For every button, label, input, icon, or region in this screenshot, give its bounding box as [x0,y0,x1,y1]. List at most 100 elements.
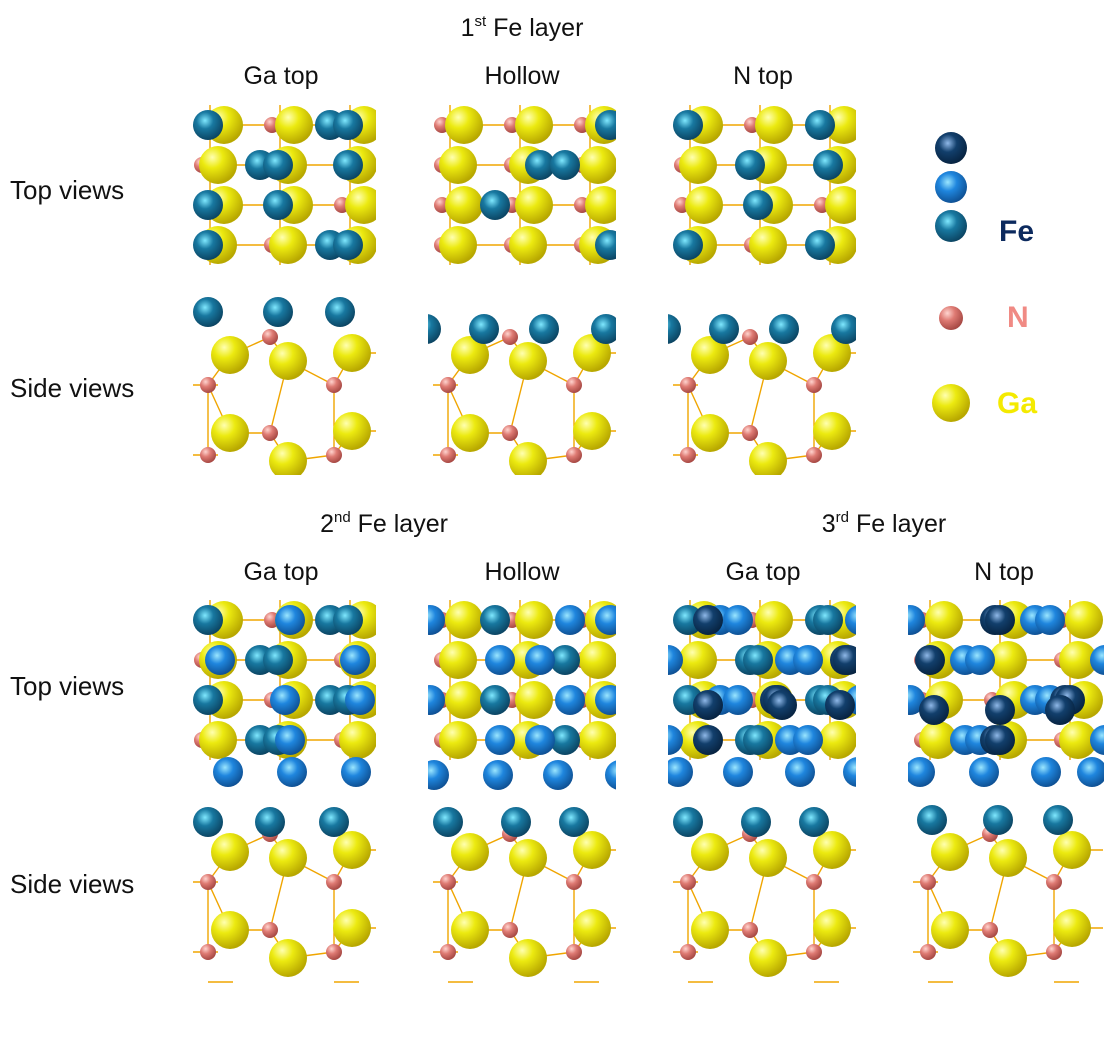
legend-ga-atom [932,384,970,422]
n-atom [806,944,822,960]
fe-atom [263,645,293,675]
fe-atom [595,685,616,715]
n-atom [566,447,582,463]
n-atom [982,922,998,938]
fe-atom [193,685,223,715]
fe-atom [263,297,293,327]
n-atom [262,922,278,938]
fe-atom [433,807,463,837]
fe-atom [875,190,905,220]
fe-atom [743,190,773,220]
fe-atom [845,605,856,635]
fe-atom [813,605,843,635]
column-label-ga-top-2nd: Ga top [243,558,319,586]
ga-atom [1053,909,1091,947]
fe-atom [485,645,515,675]
ga-atom [819,721,856,759]
section-title-3rd-fe-layer: 3rd Fe layer [821,509,947,538]
fe-atom [723,757,753,787]
n-atom [200,874,216,890]
fe-atom [428,605,445,635]
fe-atom [345,685,375,715]
n-atom [1046,874,1062,890]
ga-atom [515,681,553,719]
fe-atom [559,807,589,837]
n-atom [502,329,518,345]
n-atom [326,377,342,393]
fe-atom [917,805,947,835]
fe-atom [333,230,363,260]
fe-atom [193,605,223,635]
n-atom [262,329,278,345]
ga-atom [451,833,489,871]
column-label-ga-top-3rd: Ga top [725,558,801,586]
ga-atom [269,442,307,475]
fe-atom [723,685,753,715]
fe-atom [908,757,935,787]
top-view-1st-n-top [673,105,905,265]
fe-atom [385,190,415,220]
fe-atom [668,757,693,787]
side-view-3rd-n-top [908,695,1104,983]
side-view-3rd-ga-top [668,690,856,983]
section-title-2nd-fe-layer: 2nd Fe layer [320,509,448,538]
fe-atom [825,690,855,720]
fe-atom [341,757,371,787]
n-atom [326,944,342,960]
fe-atom [831,314,856,344]
ga-atom [445,601,483,639]
fe-atom [1045,695,1075,725]
legend-n-label: N [1007,301,1029,334]
n-atom [326,874,342,890]
ga-atom [749,342,787,380]
n-atom [742,922,758,938]
top-view-2nd-hollow [428,600,616,760]
fe-atom [550,645,580,675]
fe-atom [673,230,703,260]
ga-atom [211,833,249,871]
ga-atom [755,601,793,639]
column-label-n-top: N top [733,62,793,90]
fe-atom [591,314,616,344]
ga-atom [211,911,249,949]
fe-atom [983,805,1013,835]
fe-atom [805,230,835,260]
ga-atom [579,146,616,184]
ga-atom [573,831,611,869]
n-atom [502,922,518,938]
ga-atom [989,839,1027,877]
top-view-1st-ga-top [193,105,415,265]
n-atom [440,874,456,890]
ga-atom [989,939,1027,977]
column-label-ga-top: Ga top [243,62,319,90]
ga-atom [1059,721,1097,759]
ga-atom [451,336,489,374]
fe-atom [277,757,307,787]
ga-atom [275,106,313,144]
ga-atom [691,414,729,452]
fe-atom [340,645,370,675]
fe-atom [673,807,703,837]
ga-atom [931,833,969,871]
ga-atom [515,106,553,144]
fe-atom [483,760,513,790]
ga-atom [749,226,787,264]
n-atom [680,447,696,463]
fe-atom [263,150,293,180]
ga-atom [333,334,371,372]
n-atom [440,944,456,960]
ga-atom [813,334,851,372]
fe-atom [550,150,580,180]
fe-atom [693,605,723,635]
ga-atom [345,186,376,224]
fe-atom [595,230,616,260]
side-view-1st-n-top [668,314,856,475]
fe-atom [255,807,285,837]
legend-atoms [932,132,970,422]
ga-atom [585,186,616,224]
fe-atom [673,110,703,140]
ga-atom [813,412,851,450]
n-atom [742,329,758,345]
n-atom [806,447,822,463]
ga-atom [825,186,856,224]
